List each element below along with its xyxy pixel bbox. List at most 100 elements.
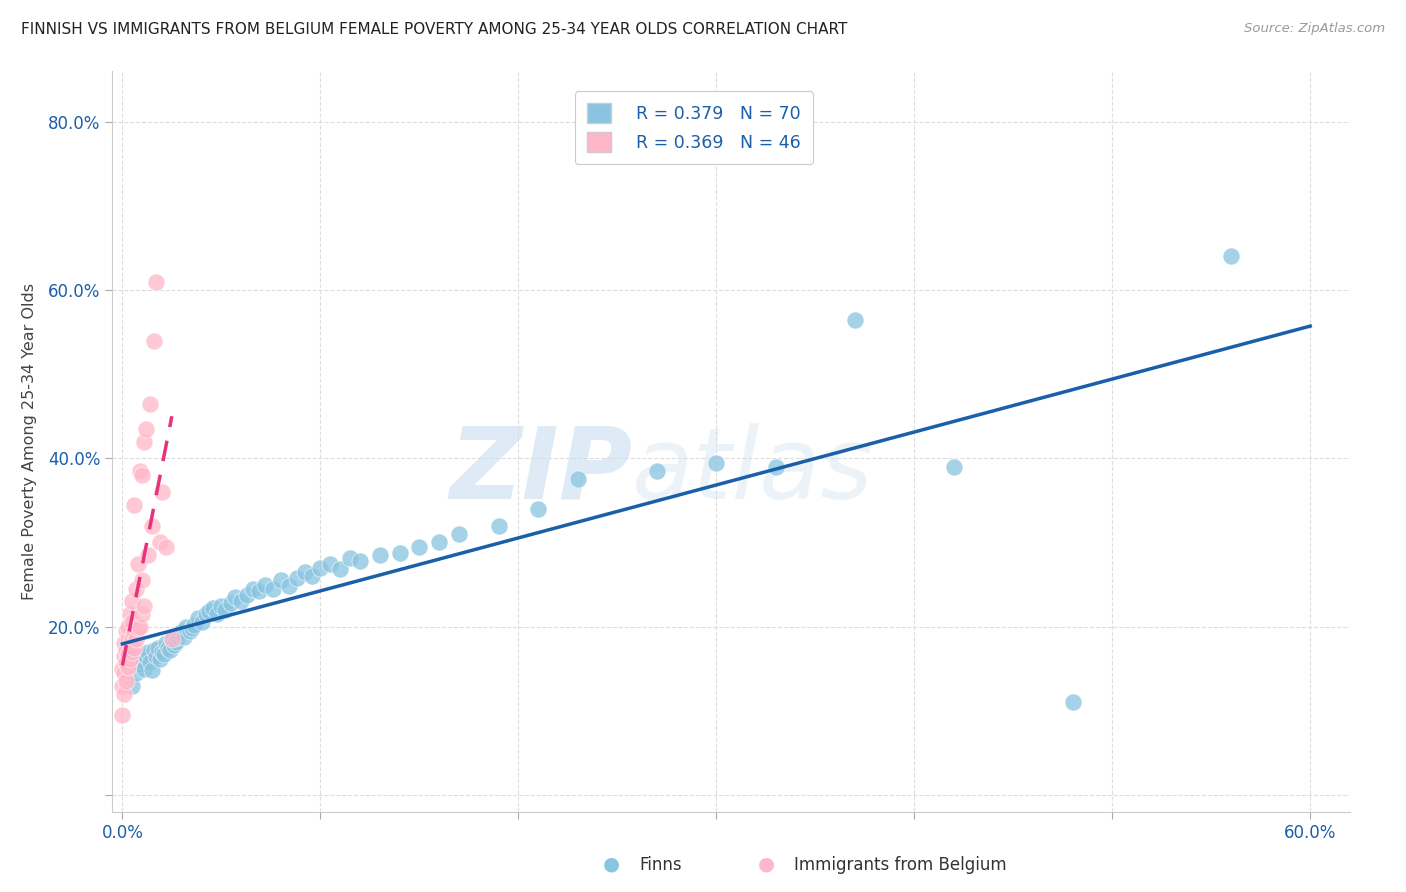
Point (129, 464, 152, 478)
Point (219, 596, 242, 610)
Point (127, 557, 149, 571)
Point (111, 662, 134, 676)
Point (112, 665, 135, 680)
Text: atlas: atlas (633, 423, 873, 520)
Point (112, 687, 135, 701)
Point (329, 562, 352, 576)
Point (139, 655, 162, 669)
Point (134, 662, 156, 676)
Point (131, 607, 153, 621)
Point (285, 571, 308, 585)
Point (173, 630, 195, 644)
Point (159, 643, 181, 657)
Point (121, 630, 143, 644)
Text: Source: ZipAtlas.com: Source: ZipAtlas.com (1244, 22, 1385, 36)
Point (262, 582, 284, 596)
Point (115, 674, 138, 689)
Point (174, 619, 197, 633)
Point (179, 624, 201, 638)
Point (120, 651, 142, 665)
Point (765, 459, 787, 474)
Point (131, 653, 153, 667)
Point (169, 626, 191, 640)
Point (231, 594, 253, 608)
Point (388, 546, 411, 560)
Point (125, 665, 148, 680)
Text: ●: ● (603, 855, 620, 873)
Point (202, 601, 225, 615)
Point (253, 577, 276, 591)
Text: Finns: Finns (640, 855, 682, 873)
Point (207, 607, 229, 621)
Point (160, 632, 183, 647)
Point (111, 679, 134, 693)
Point (1062, 695, 1084, 709)
Point (339, 550, 361, 565)
Point (309, 560, 332, 574)
Text: ZIP: ZIP (449, 423, 633, 520)
Point (160, 632, 183, 647)
Point (112, 636, 135, 650)
Point (270, 574, 292, 588)
Point (150, 645, 173, 659)
Point (125, 632, 148, 647)
Point (294, 565, 316, 579)
Point (645, 464, 668, 478)
Point (277, 579, 299, 593)
Point (111, 708, 134, 723)
Point (155, 636, 177, 650)
Point (844, 312, 866, 326)
Point (134, 434, 156, 449)
Point (143, 643, 166, 657)
Point (135, 649, 157, 664)
Point (141, 664, 163, 678)
Point (180, 621, 202, 635)
Point (447, 527, 470, 541)
Point (224, 590, 246, 604)
Text: ●: ● (758, 855, 775, 873)
Point (121, 679, 143, 693)
Point (301, 569, 323, 583)
Point (112, 649, 135, 664)
Point (139, 397, 162, 411)
Point (194, 607, 217, 621)
Point (153, 647, 176, 661)
Point (117, 660, 139, 674)
Point (115, 643, 138, 657)
Point (198, 605, 221, 619)
Point (122, 640, 145, 655)
Point (209, 599, 232, 613)
Point (134, 599, 156, 613)
Text: Immigrants from Belgium: Immigrants from Belgium (794, 855, 1007, 873)
Point (120, 638, 142, 652)
Point (488, 518, 510, 533)
Point (146, 640, 169, 655)
Point (150, 485, 173, 500)
Point (149, 535, 172, 549)
Point (427, 535, 450, 549)
Point (166, 630, 188, 644)
Point (163, 638, 186, 652)
Point (129, 657, 152, 672)
Point (129, 619, 152, 633)
Point (242, 582, 264, 596)
Point (120, 607, 142, 621)
Point (143, 334, 166, 348)
Point (149, 651, 172, 665)
Point (122, 498, 145, 512)
Point (155, 540, 177, 554)
Point (145, 649, 167, 664)
Point (117, 647, 139, 661)
Point (122, 626, 145, 640)
Point (121, 615, 143, 630)
Point (121, 594, 143, 608)
Point (131, 468, 153, 483)
Point (145, 275, 167, 289)
Point (121, 645, 143, 659)
Point (187, 611, 209, 625)
Legend:   R = 0.379   N = 70,   R = 0.369   N = 46: R = 0.379 N = 70, R = 0.369 N = 46 (575, 91, 813, 164)
Point (183, 618, 205, 632)
Point (704, 456, 727, 470)
Point (236, 588, 259, 602)
Point (127, 621, 149, 635)
